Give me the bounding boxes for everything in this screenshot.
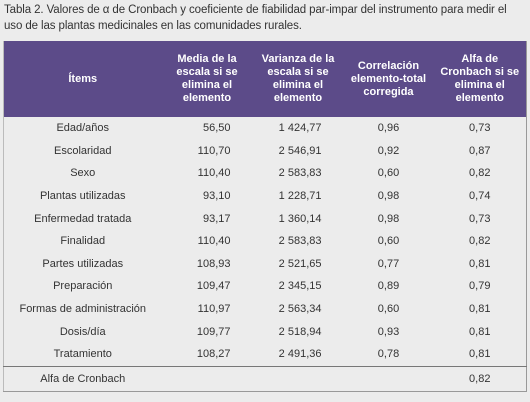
header-cell: Correlación elemento-total corregida [343,41,434,117]
table-cell: 0,82 [469,235,491,248]
table-cell: 0,79 [469,280,491,293]
table-cell: 0,81 [469,348,491,361]
footer-empty [343,365,434,392]
table-cell: Preparación [53,280,113,293]
table-cell: 0,78 [377,348,400,361]
table-cell: 110,70 [197,144,231,157]
table-cell: 110,97 [197,303,231,316]
table-row: Escolaridad 110,70 2 546,91 0,92 0,87 [4,140,527,163]
table-row: Partes utilizadas 108,93 2 521,65 0,77 0,81 [4,253,527,276]
table-cell: 0,60 [377,303,400,316]
footer-empty [161,365,253,392]
table-cell: Plantas utilizadas [39,190,126,203]
table-cell: 1 228,71 [278,190,322,203]
table-cell: 108,93 [196,257,231,270]
table-cell: 2 583,83 [278,235,322,248]
table-cell: 0,60 [377,167,400,180]
table-cell: 108,27 [196,348,231,361]
table-cell: 110,40 [197,167,231,180]
table-body: Edad/años 56,50 1 424,77 0,96 0,73 Escolarida… [3,117,527,392]
table-cell: 93,10 [202,190,231,203]
table-cell: 0,81 [469,325,491,338]
footer-value: 0,82 [433,365,527,392]
header-row: Ítems Media de la escala si se elimina el… [3,41,527,117]
table-cell: 0,81 [469,303,491,316]
table-row: Enfermedad tratada 93,17 1 360,14 0,98 0,73 [4,207,527,230]
table-cell: 0,93 [377,325,400,338]
table-cell: 0,60 [377,235,400,248]
table-row: Preparación 109,47 2 345,15 0,89 0,79 [4,275,527,298]
table-cell: 93,17 [202,212,231,225]
table-cell: 2 521,65 [278,257,322,270]
table-cell: 1 360,14 [278,212,322,225]
table-row: Plantas utilizadas 93,10 1 228,71 0,98 0,74 [4,185,527,208]
table-cell: 56,50 [202,122,231,135]
table-cell: 0,87 [469,144,491,157]
footer-label: Alfa de Cronbach [3,365,162,392]
table-cell: 2 491,36 [278,348,322,361]
table-cell: Finalidad [60,235,106,248]
table-cell: Formas de administración [19,303,147,316]
table-cell: 0,82 [469,167,491,180]
table-cell: Sexo [70,167,96,180]
table-cell: 1 424,77 [278,122,322,135]
header-cell: Media de la escala si se elimina el elem… [161,41,253,117]
footer-empty [252,365,344,392]
table-cell: 2 583,83 [278,167,322,180]
table-cell: 0,89 [377,280,400,293]
table-cell: Dosis/día [59,325,106,338]
table-cell: 0,98 [377,190,400,203]
header-cell: Alfa de Cronbach si se elimina el elemen… [433,41,527,117]
caption: Tabla 2. Valores de α de Cronbach y coef… [4,4,507,32]
table-cell: 0,73 [469,122,491,135]
table-row: Sexo 110,40 2 583,83 0,60 0,82 [4,162,527,185]
table-cell: Enfermedad tratada [34,212,132,225]
table-cell: 0,73 [469,212,491,225]
footer-row: Alfa de Cronbach 0,82 [3,365,527,392]
table-cell: 2 563,34 [278,303,322,316]
table-cell: Partes utilizadas [42,257,124,270]
table: Ítems Media de la escala si se elimina el… [3,41,527,392]
table-cell: 2 518,94 [278,325,322,338]
table-cell: 0,81 [469,257,491,270]
table-row: Formas de administración 110,97 2 563,34 0,… [4,298,527,321]
table-cell: Edad/años [56,122,110,135]
table-row: Edad/años 56,50 1 424,77 0,96 0,73 [4,117,527,140]
table-cell: 2 345,15 [278,280,322,293]
table-row: Dosis/día 109,77 2 518,94 0,93 0,81 [4,320,527,343]
table-row: Tratamiento 108,27 2 491,36 0,78 0,81 [4,343,527,366]
table-cell: 0,98 [377,212,400,225]
table-cell: 109,47 [196,280,231,293]
table-cell: 110,40 [197,235,231,248]
table-cell: 0,77 [377,257,400,270]
table-cell: Escolaridad [54,144,112,157]
table-cell: 0,96 [377,122,400,135]
header-cell: Varianza de la escala si se elimina el e… [252,41,344,117]
table-cell: 0,92 [377,144,400,157]
table-cell: 2 546,91 [278,144,322,157]
table-cell: Tratamiento [53,348,112,361]
table-cell: 0,74 [469,190,491,203]
header-cell: Ítems [3,41,162,117]
table-cell: 109,77 [196,325,231,338]
table-row: Finalidad 110,40 2 583,83 0,60 0,82 [4,230,527,253]
